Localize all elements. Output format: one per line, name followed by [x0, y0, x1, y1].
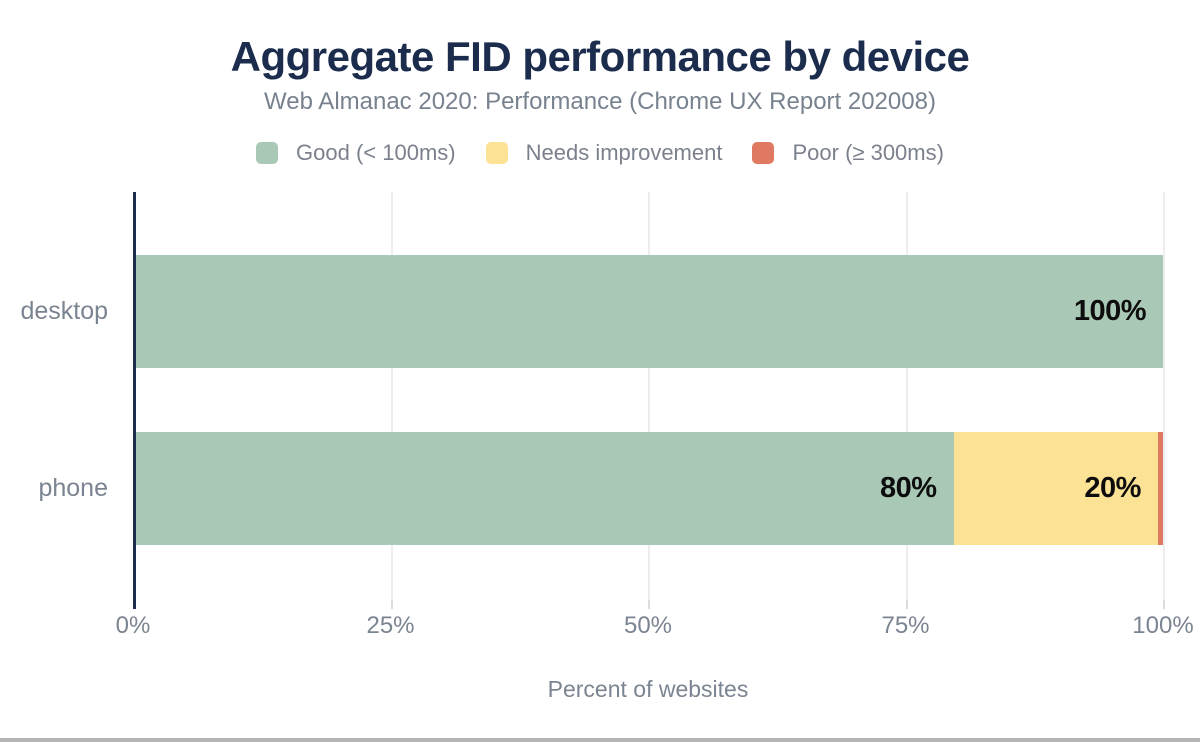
legend-swatch-icon [752, 142, 775, 164]
chart-subtitle: Web Almanac 2020: Performance (Chrome UX… [264, 88, 936, 115]
tick-mark-100 [1163, 600, 1165, 609]
legend-label: Good (< 100ms) [296, 140, 456, 165]
tick-label-75: 75% [881, 612, 930, 639]
tick-label-25: 25% [366, 612, 415, 639]
gridline-75 [905, 192, 908, 600]
legend-swatch-icon [485, 142, 508, 164]
bar-row-phone: 80% 20% [136, 432, 1163, 545]
legend-label: Poor (≥ 300ms) [792, 140, 944, 165]
bar-row-desktop: 100% [136, 255, 1163, 368]
y-axis-label-phone: phone [38, 474, 108, 502]
gridline-25 [390, 192, 393, 600]
y-axis-label-desktop: desktop [20, 297, 108, 325]
x-axis-title: Percent of websites [547, 676, 749, 702]
tick-label-0: 0% [115, 612, 151, 639]
gridline-50 [648, 192, 650, 600]
legend-swatch-icon [256, 142, 279, 164]
bar-value-label: 20% [1084, 472, 1141, 504]
bar-value-label: 100% [1073, 295, 1147, 327]
gridline-100 [1163, 192, 1165, 600]
y-axis-line [133, 192, 136, 609]
legend-item-good-100ms: Good (< 100ms) [256, 140, 456, 166]
legend: Good (< 100ms) Needs improvement Poor (≥ 3… [0, 140, 1200, 166]
tick-label-50: 50% [623, 612, 673, 639]
bar-value-label: 80% [879, 472, 937, 504]
bottom-border [0, 738, 1200, 742]
bar-segment-good-100ms: 100% [136, 255, 1163, 368]
bar-segment-needs-improvement: 20% [953, 432, 1158, 545]
chart-title: Aggregate FID performance by device [230, 33, 970, 80]
tick-mark-50 [648, 600, 650, 609]
bar-segment-poor-300ms [1157, 432, 1163, 545]
tick-mark-25 [390, 600, 393, 609]
legend-label: Needs improvement [525, 140, 723, 165]
plot-area: 100% 80% 20% [133, 192, 1165, 600]
legend-item-poor-300ms: Poor (≥ 300ms) [752, 140, 944, 166]
bar-segment-good-100ms: 80% [136, 432, 954, 545]
legend-item-needs-improvement: Needs improvement [485, 140, 723, 166]
tick-mark-75 [905, 600, 908, 609]
tick-label-100: 100% [1132, 612, 1194, 639]
